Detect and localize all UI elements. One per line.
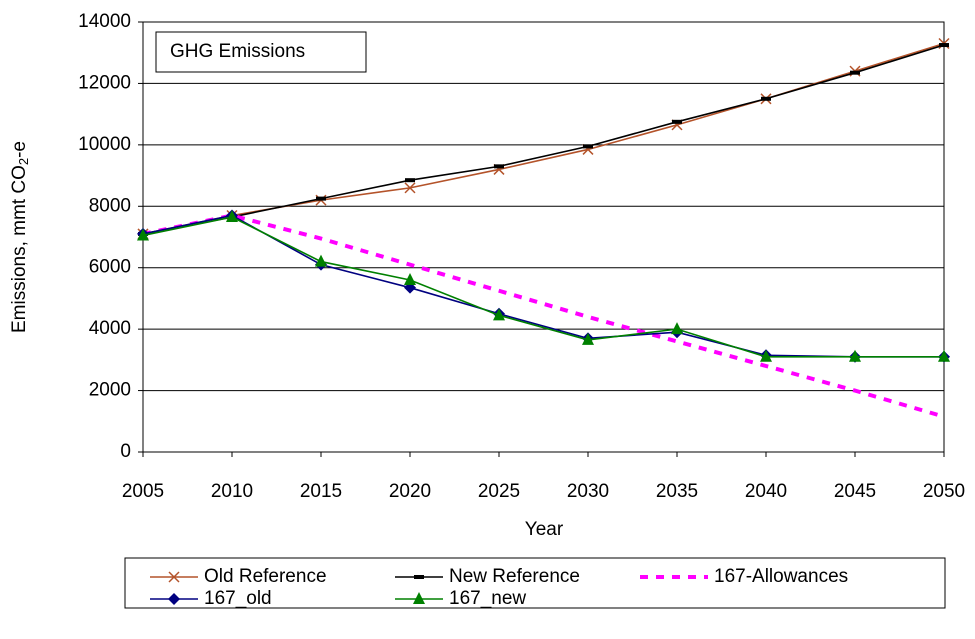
legend-label: New Reference (449, 566, 580, 587)
marker (671, 322, 683, 335)
series-line (142, 44, 945, 235)
x-tick-label: 2005 (122, 481, 164, 502)
marker (413, 592, 425, 604)
legend-label: 167_new (449, 588, 526, 609)
y-axis-label-sub: 2 (16, 158, 31, 165)
marker (315, 254, 327, 267)
marker (494, 164, 504, 169)
marker (761, 96, 771, 101)
x-tick-label: 2030 (567, 481, 609, 502)
y-tick-label: 12000 (78, 72, 131, 93)
marker (582, 332, 594, 345)
y-axis-label-main: Emissions, mmt CO (9, 165, 30, 333)
marker (760, 349, 772, 362)
marker (938, 349, 950, 362)
series-line (142, 213, 945, 419)
x-tick-label: 2015 (300, 481, 342, 502)
marker (168, 571, 180, 583)
legend-box (124, 557, 946, 609)
marker (404, 273, 416, 285)
x-tick-label: 2035 (656, 481, 698, 502)
marker (137, 228, 149, 241)
marker (404, 182, 416, 194)
marker (583, 144, 593, 149)
y-tick-label: 10000 (78, 134, 131, 155)
annotation-box (155, 31, 367, 73)
marker (939, 43, 949, 48)
x-tick-label: 2050 (923, 481, 965, 502)
marker (414, 575, 424, 579)
marker (405, 178, 415, 183)
x-tick-label: 2010 (211, 481, 253, 502)
marker (316, 196, 326, 201)
plot-frame (142, 21, 945, 453)
y-tick-label: 14000 (78, 11, 131, 32)
series-line (142, 216, 944, 358)
marker (168, 593, 180, 605)
series-line (142, 214, 944, 358)
y-axis-label: Emissions, mmt CO2-e (9, 141, 31, 333)
y-tick-label: 4000 (89, 318, 131, 339)
y-tick-label: 0 (120, 441, 131, 462)
y-tick-label: 6000 (89, 257, 131, 278)
marker (850, 70, 860, 75)
x-tick-label: 2025 (478, 481, 520, 502)
marker (672, 119, 682, 124)
marker (493, 308, 505, 321)
annotation: GHG Emissions (170, 41, 305, 62)
legend-label: 167-Allowances (714, 566, 848, 587)
y-tick-label: 8000 (89, 195, 131, 216)
legend-label: Old Reference (204, 566, 327, 587)
y-axis-label-end: -e (9, 141, 30, 158)
x-axis-label: Year (525, 519, 564, 540)
x-tick-label: 2020 (389, 481, 431, 502)
marker (849, 349, 861, 362)
legend-label: 167_old (204, 588, 272, 609)
x-tick-label: 2040 (745, 481, 787, 502)
y-tick-label: 2000 (89, 380, 131, 401)
x-tick-label: 2045 (834, 481, 876, 502)
marker (226, 210, 238, 223)
